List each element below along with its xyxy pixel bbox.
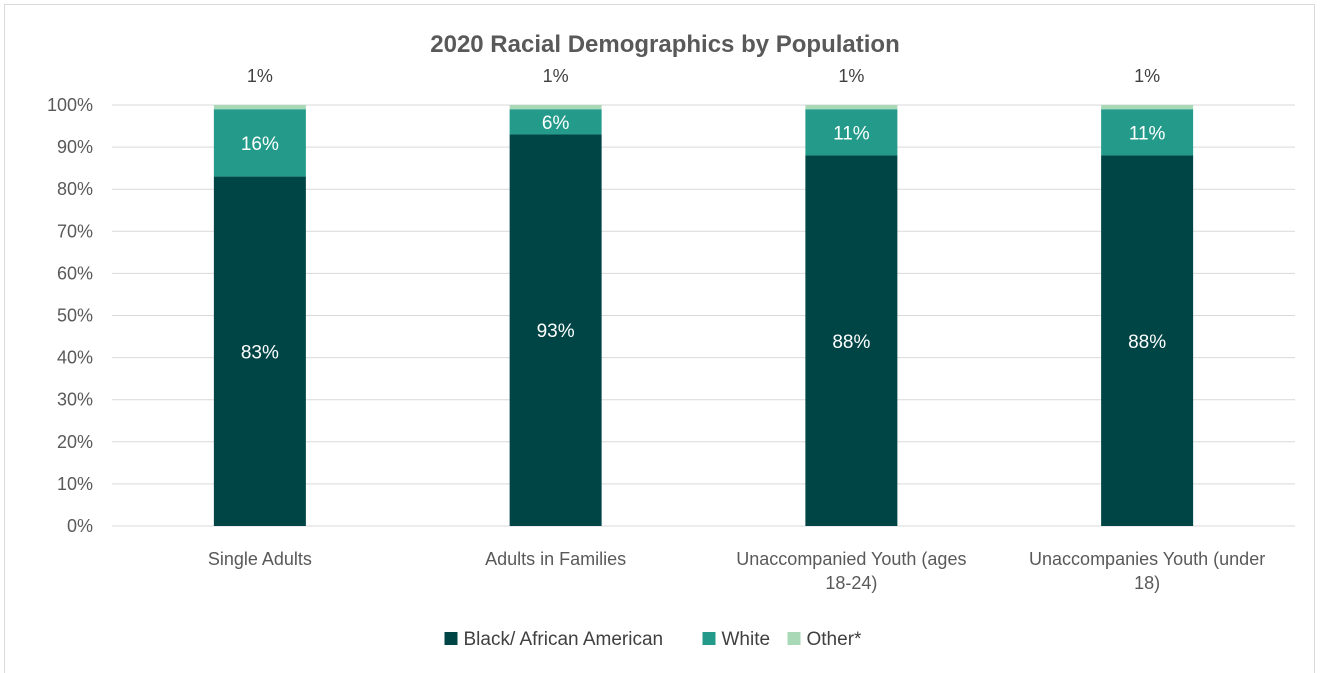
data-label: 1% [543, 66, 569, 86]
data-label: 16% [241, 134, 279, 155]
legend-swatch [444, 632, 458, 645]
legend-label: Black/ African American [464, 629, 664, 650]
x-axis-category-labels: Single Adults Adults in Families Unaccompa… [208, 549, 1265, 593]
y-tick-label: 60% [57, 263, 93, 283]
data-label: 88% [1128, 332, 1166, 353]
bar-segment [509, 134, 602, 526]
bar-segment [213, 105, 306, 110]
legend: Black/ African American White Other* [444, 629, 863, 650]
y-tick-label: 70% [57, 221, 93, 241]
data-label: 93% [537, 321, 575, 342]
category-label: Unaccompanies Youth (under [1029, 549, 1265, 569]
legend-swatch [787, 632, 801, 645]
bar-segment [509, 105, 602, 110]
data-label: 1% [247, 66, 273, 86]
gridlines [112, 104, 1295, 527]
data-label: 11% [833, 123, 870, 144]
bar-segment [213, 176, 306, 526]
data-label: 88% [832, 332, 870, 353]
category-label: 18-24) [825, 573, 877, 593]
bars [213, 105, 1194, 526]
bar-segment [509, 109, 602, 135]
bar-segment [1101, 105, 1194, 110]
y-tick-label: 100% [47, 95, 93, 115]
y-tick-label: 90% [57, 137, 93, 157]
bar-segment [805, 155, 898, 526]
category-label: 18) [1134, 573, 1160, 593]
y-tick-label: 10% [57, 474, 93, 494]
bar-segment [805, 109, 898, 156]
data-label: 1% [1134, 66, 1160, 86]
legend-label: Other* [807, 629, 863, 650]
bar-segment [805, 105, 898, 110]
y-tick-label: 30% [57, 390, 93, 410]
category-label: Adults in Families [485, 549, 626, 569]
bar-segment [1101, 109, 1194, 156]
category-label: Unaccompanied Youth (ages [736, 549, 966, 569]
legend-label: White [722, 629, 771, 650]
bar-segment [1101, 155, 1194, 526]
legend-swatch [702, 632, 716, 645]
chart-title: 2020 Racial Demographics by Population [430, 31, 899, 58]
y-axis-tick-labels: 0% 10% 20% 30% 40% 50% 60% 70% 80% 90% 100% [47, 95, 93, 536]
data-label: 1% [838, 66, 864, 86]
category-label: Single Adults [208, 549, 312, 569]
y-tick-label: 50% [57, 306, 93, 326]
data-label: 83% [241, 342, 279, 363]
data-label: 11% [1129, 123, 1166, 144]
y-tick-label: 40% [57, 348, 93, 368]
data-label: 6% [542, 113, 570, 134]
bar-segment [213, 109, 306, 177]
y-tick-label: 80% [57, 179, 93, 199]
y-tick-label: 0% [67, 516, 93, 536]
data-labels: 83% 16% 1% 93% 6% 1% 88% 11% 1% 88% 11% 1% [241, 66, 1166, 363]
y-tick-label: 20% [57, 432, 93, 452]
